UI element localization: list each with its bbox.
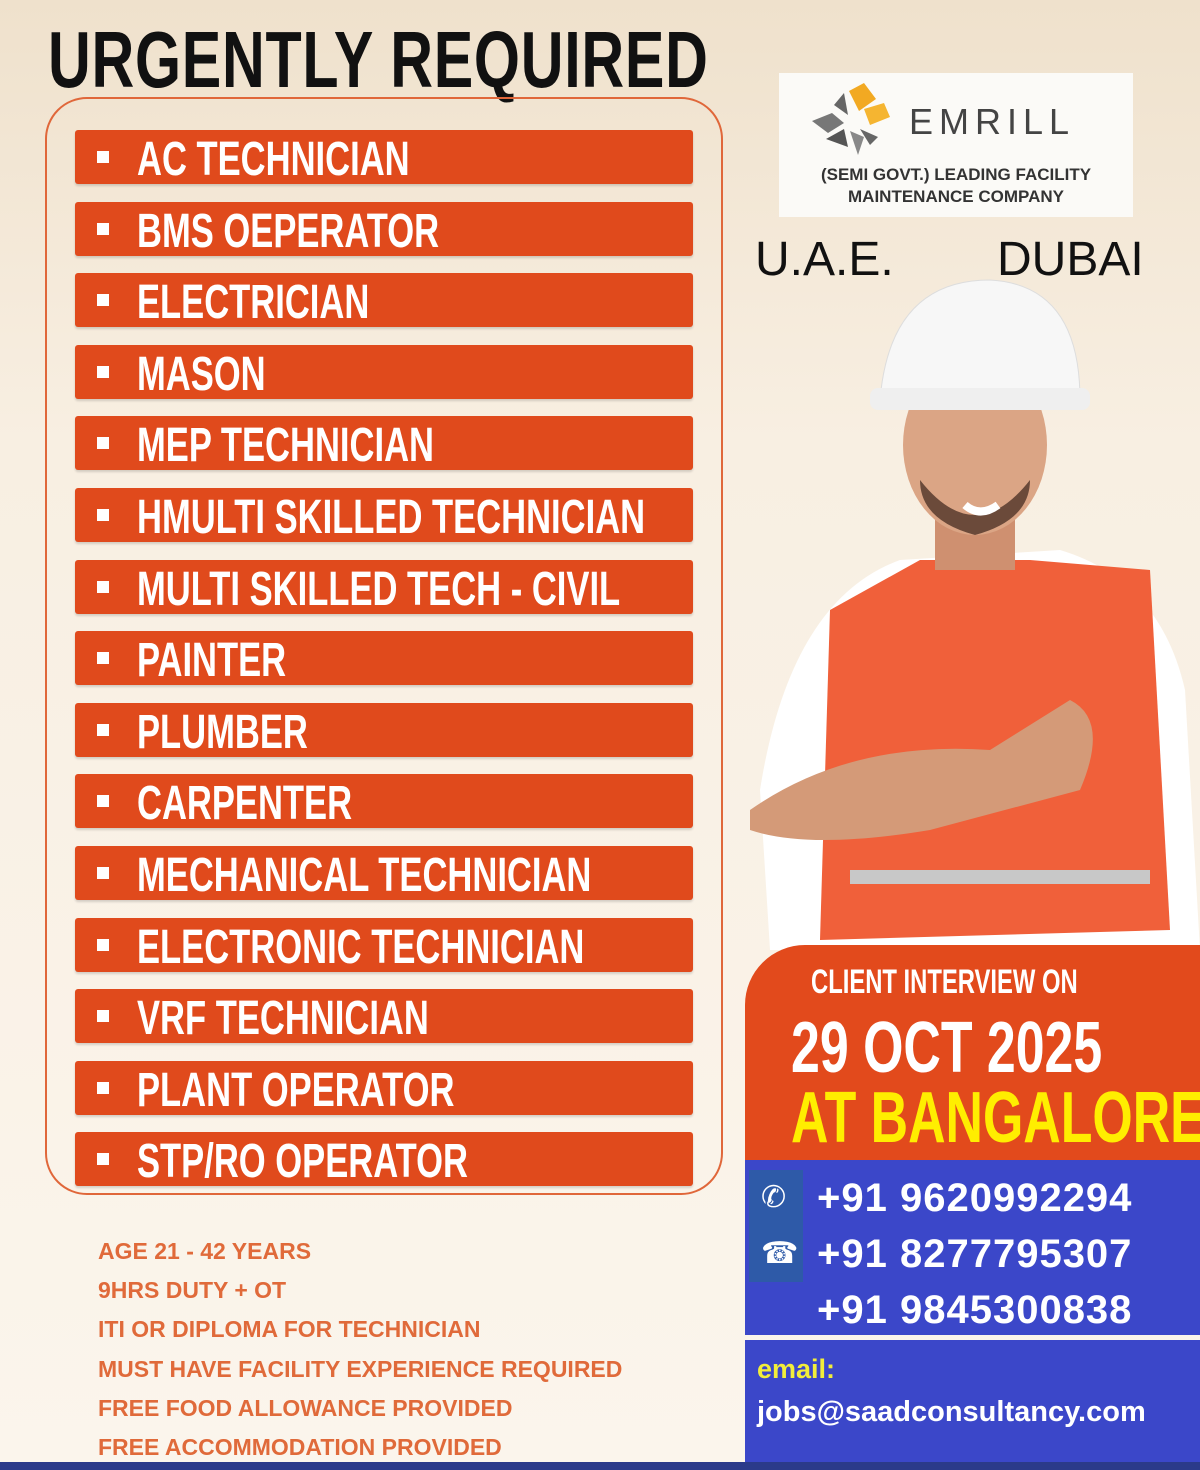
job-title: ELECTRONIC TECHNICIAN — [137, 920, 585, 974]
job-title: BMS OEPERATOR — [137, 204, 440, 258]
job-item: PLANT OPERATOR — [75, 1060, 693, 1117]
bullet-icon — [97, 1153, 109, 1166]
requirement-item: AGE 21 - 42 YEARS — [98, 1238, 312, 1264]
job-item: VRF TECHNICIAN — [75, 989, 693, 1046]
company-tagline-2: MAINTENANCE COMPANY — [848, 187, 1064, 206]
phone-box: ✆ ☎ +91 9620992294 +91 8277795307 +91 98… — [745, 1160, 1200, 1335]
job-title: STP/RO OPERATOR — [137, 1135, 468, 1189]
job-item: CARPENTER — [75, 774, 693, 831]
bullet-icon — [97, 580, 109, 593]
worker-photo — [750, 279, 1200, 950]
job-title: CARPENTER — [137, 777, 353, 831]
job-title: PLANT OPERATOR — [137, 1063, 455, 1117]
bullet-icon — [97, 867, 109, 879]
job-item: BMS OEPERATOR — [75, 201, 693, 258]
job-title: MECHANICAL TECHNICIAN — [137, 849, 592, 902]
phone-number-1[interactable]: +91 9620992294 — [817, 1176, 1133, 1220]
job-item: PAINTER — [75, 631, 693, 688]
job-item: HMULTI SKILLED TECHNICIAN — [75, 488, 693, 544]
bullet-icon — [97, 652, 109, 665]
job-item: AC TECHNICIAN — [75, 130, 693, 186]
job-item: STP/RO OPERATOR — [75, 1132, 693, 1189]
email-address[interactable]: jobs@saadconsultancy.com — [757, 1396, 1146, 1428]
email-label: email: — [757, 1354, 836, 1384]
job-title: MEP TECHNICIAN — [137, 419, 434, 473]
bullet-icon — [97, 437, 109, 450]
mobile-phone-icon: ✆ — [761, 1181, 787, 1214]
requirement-item: ITI OR DIPLOMA FOR TECHNICIAN — [98, 1316, 481, 1343]
bullet-icon — [97, 509, 109, 521]
bullet-icon — [97, 222, 109, 235]
telephone-icon: ☎ — [761, 1237, 799, 1270]
bullet-icon — [97, 294, 109, 307]
job-title: HMULTI SKILLED TECHNICIAN — [137, 491, 646, 544]
requirement-item: MUST HAVE FACILITY EXPERIENCE REQUIRED — [98, 1355, 623, 1382]
job-title: MULTI SKILLED TECH - CIVIL — [137, 562, 621, 616]
headline: URGENTLY REQUIRED — [48, 15, 709, 104]
emrill-logo-icon — [812, 83, 890, 155]
bullet-icon — [97, 1081, 109, 1094]
company-name: EMRILL — [909, 101, 1076, 142]
requirement-item: FREE ACCOMMODATION PROVIDED — [98, 1434, 502, 1460]
bottom-border — [0, 1462, 1200, 1470]
job-list-frame — [45, 97, 723, 1195]
bullet-icon — [97, 795, 109, 808]
bullet-icon — [97, 938, 109, 951]
job-item: ELECTRONIC TECHNICIAN — [75, 917, 693, 974]
interview-venue: AT BANGALORE — [791, 1078, 1200, 1158]
job-item: MEP TECHNICIAN — [75, 416, 693, 473]
company-logo: EMRILL (SEMI GOVT.) LEADING FACILITY MAI… — [779, 73, 1133, 217]
job-item: MASON — [75, 344, 693, 401]
company-tagline: (SEMI GOVT.) LEADING FACILITY — [820, 165, 1092, 184]
email-box: email: jobs@saadconsultancy.com — [745, 1340, 1200, 1462]
bullet-icon — [97, 151, 109, 163]
job-title: VRF TECHNICIAN — [137, 992, 429, 1046]
requirement-item: FREE FOOD ALLOWANCE PROVIDED — [98, 1394, 513, 1421]
interview-label: CLIENT INTERVIEW ON — [811, 963, 1078, 1001]
city: DUBAI — [997, 233, 1144, 286]
interview-box: CLIENT INTERVIEW ON 29 OCT 2025 AT BANGA… — [745, 945, 1200, 1160]
job-title: PAINTER — [137, 634, 287, 688]
job-title: AC TECHNICIAN — [137, 133, 410, 186]
job-item: PLUMBER — [75, 702, 693, 759]
job-item: MULTI SKILLED TECH - CIVIL — [75, 559, 693, 616]
job-item: MECHANICAL TECHNICIAN — [75, 846, 693, 902]
phone-number-2[interactable]: +91 8277795307 — [817, 1232, 1133, 1276]
job-item: ELECTRICIAN — [75, 273, 693, 330]
bullet-icon — [97, 723, 109, 736]
job-title: MASON — [137, 347, 266, 401]
phone-number-3[interactable]: +91 9845300838 — [817, 1288, 1133, 1332]
interview-date: 29 OCT 2025 — [791, 1008, 1103, 1088]
job-title: ELECTRICIAN — [137, 276, 370, 330]
country: U.A.E. — [755, 233, 894, 286]
bullet-icon — [97, 365, 109, 378]
phone-icon-column: ✆ ☎ — [749, 1170, 803, 1282]
job-title: PLUMBER — [137, 705, 308, 759]
bullet-icon — [97, 1010, 109, 1023]
requirement-item: 9HRS DUTY + OT — [98, 1277, 287, 1304]
